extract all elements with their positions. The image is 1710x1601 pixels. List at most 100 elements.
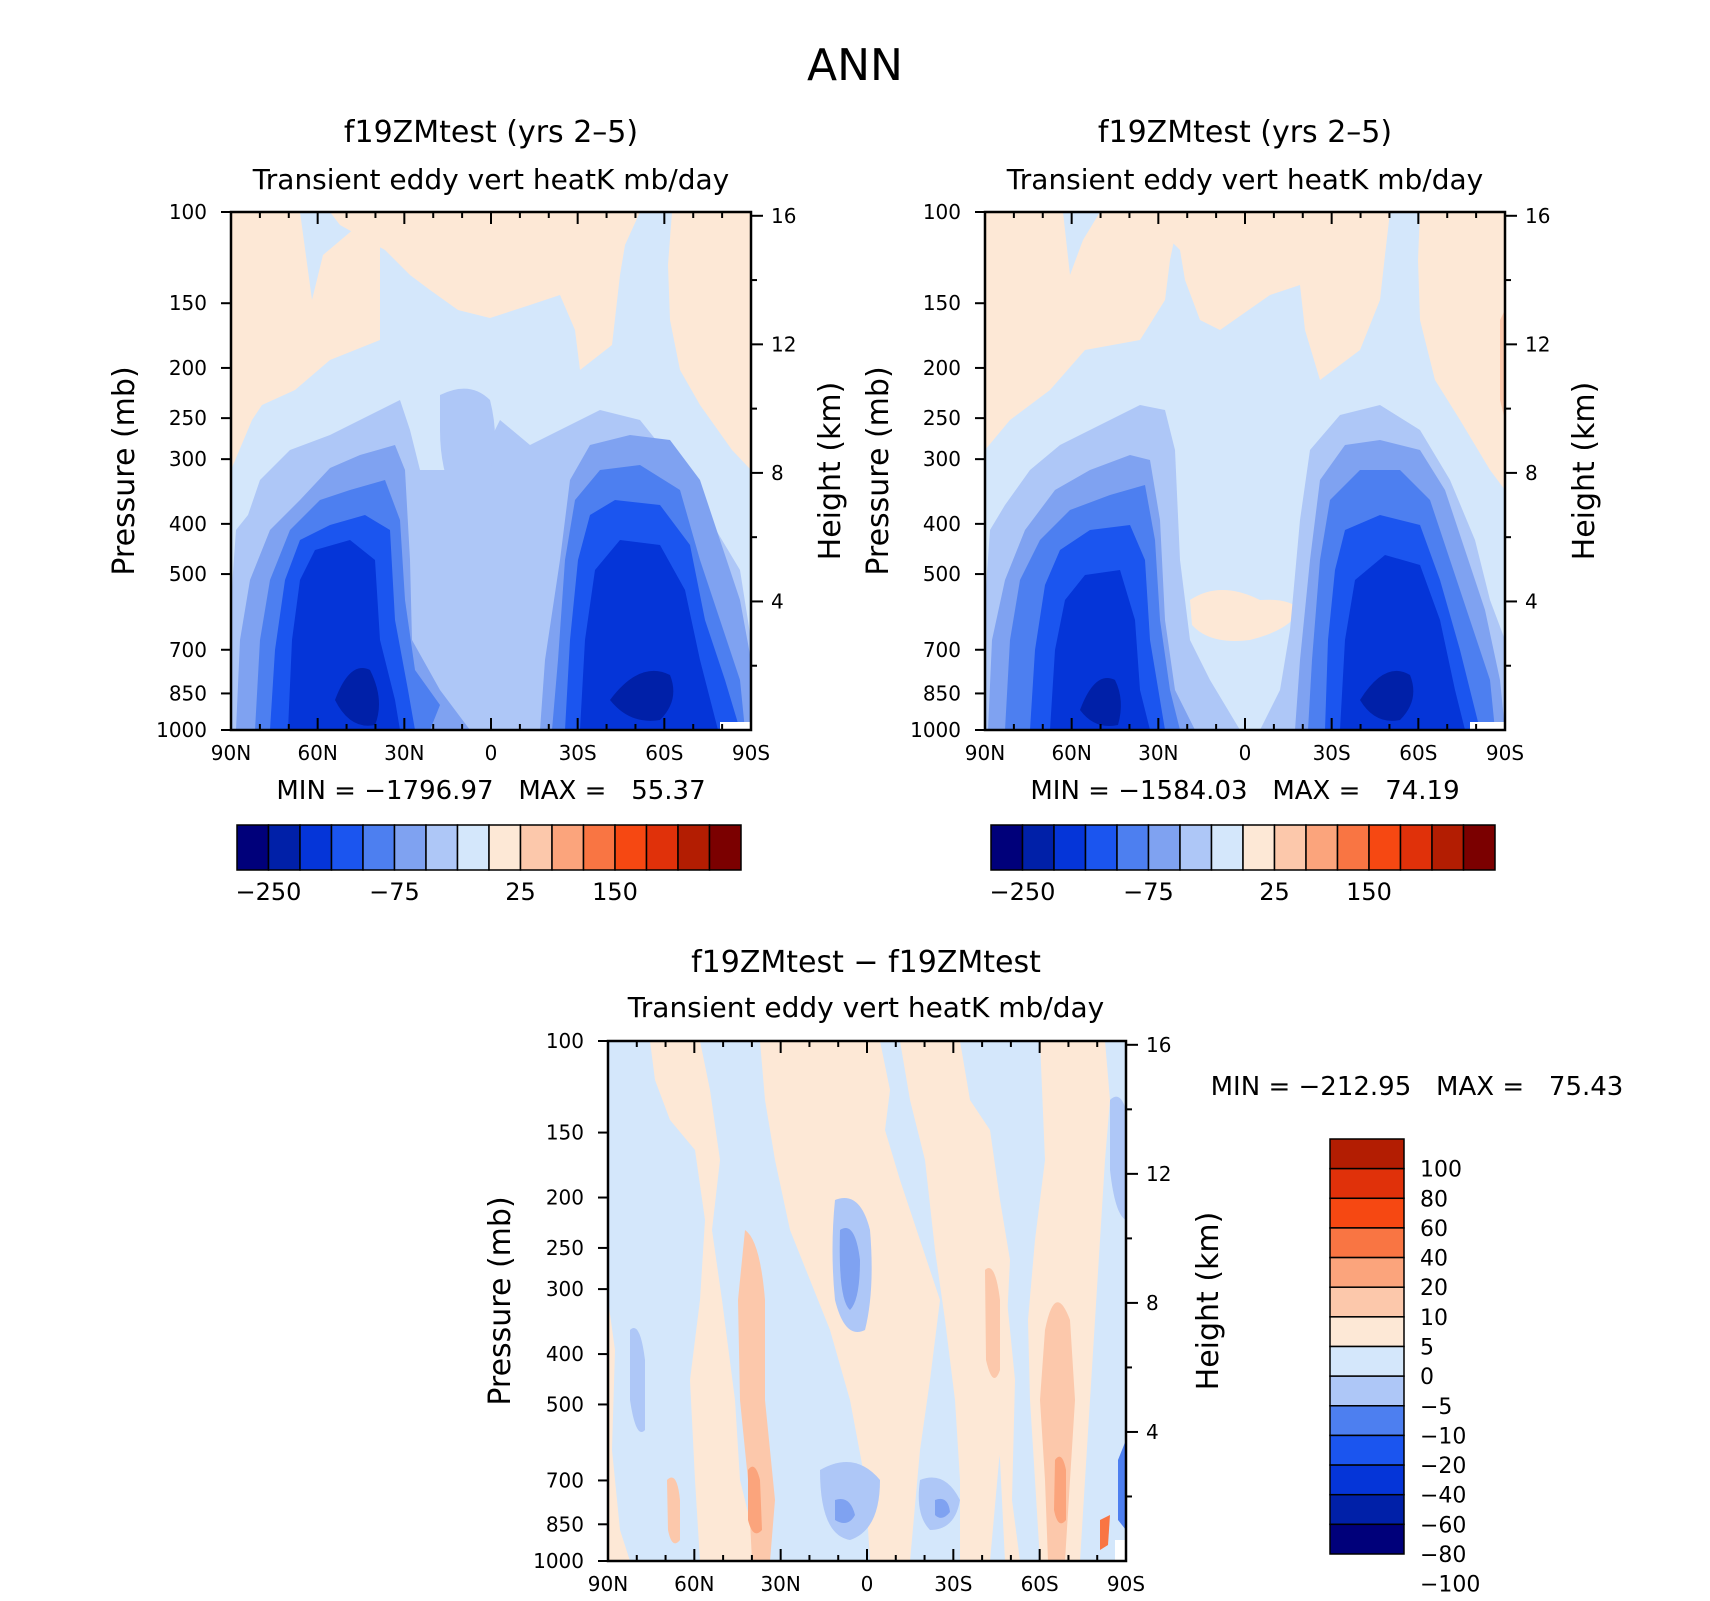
- colorbar-label: 25: [1259, 878, 1290, 906]
- colorbar-box: [456, 824, 490, 871]
- x-tick-label: 0: [861, 1572, 874, 1596]
- bottom-strip: [720, 722, 751, 730]
- y-tick-label: 1000: [533, 1549, 584, 1573]
- y2-tick-label: 8: [1525, 461, 1538, 485]
- panel-1-subtitle: Transient eddy vert heatK mb/day: [252, 163, 729, 196]
- y-tick-label: 850: [169, 681, 207, 705]
- colorbar-box: [362, 824, 396, 871]
- positive-region-upper-left: [985, 212, 1180, 450]
- cool-region-d: [1110, 1096, 1126, 1220]
- y-tick-label: 250: [169, 406, 207, 430]
- cool-core-c: [935, 1498, 950, 1518]
- y-tick-label: 700: [169, 638, 207, 662]
- colorbar-box: [425, 824, 459, 871]
- panel-2-y2label: Height (km): [1567, 382, 1602, 561]
- colorbar-box: [614, 824, 648, 871]
- y-tick-label: 850: [923, 681, 961, 705]
- x-tick-label: 90N: [588, 1572, 628, 1596]
- bottom-strip: [1115, 1540, 1126, 1561]
- panel-1-title: f19ZMtest (yrs 2–5): [344, 115, 638, 150]
- panel-2: f19ZMtest (yrs 2–5) Transient eddy vert …: [861, 115, 1602, 906]
- band-0020a8-left: [335, 668, 379, 726]
- panel-1-ylabel: Pressure (mb): [107, 366, 142, 575]
- x-tick-label: 60N: [1051, 741, 1091, 765]
- colorbar-box: [1210, 824, 1244, 871]
- colorbar-box: [990, 824, 1024, 871]
- colorbar-box: [1329, 1286, 1405, 1318]
- y-tick-label: 400: [169, 512, 207, 536]
- y2-tick-label: 4: [771, 589, 784, 613]
- colorbar-box: [1336, 824, 1370, 871]
- x-tick-label: 90S: [1486, 741, 1524, 765]
- colorbar-box: [299, 824, 333, 871]
- cool-core-d: [1118, 1440, 1126, 1530]
- band-aec7f7-mid: [440, 388, 495, 500]
- positive-strip-left: [608, 1300, 630, 1561]
- colorbar-box: [1329, 1493, 1405, 1526]
- x-tick-label: 90S: [1107, 1572, 1145, 1596]
- y2-tick-label: 8: [1146, 1291, 1159, 1315]
- positive-region-a: [650, 1041, 760, 1561]
- panel-1-y2label: Height (km): [813, 382, 848, 561]
- colorbar-label: −250: [990, 878, 1056, 906]
- colorbar-label: −80: [1420, 1543, 1466, 1568]
- panel-3: f19ZMtest − f19ZMtest Transient eddy ver…: [483, 945, 1623, 1598]
- y2-tick-label: 12: [771, 332, 796, 356]
- colorbar-label: −10: [1420, 1424, 1466, 1449]
- positive-blob-a: [1190, 590, 1300, 641]
- warm-streak-b: [1040, 1302, 1075, 1561]
- colorbar-box: [1273, 824, 1307, 871]
- positive-region-upper-left: [231, 212, 380, 470]
- panel-2-contours: [985, 212, 1505, 730]
- colorbar-label: −5: [1420, 1395, 1452, 1420]
- positive-region-upper-middle: [1100, 212, 1390, 380]
- colorbar-label: 10: [1420, 1306, 1448, 1331]
- warm-core-b: [1054, 1456, 1066, 1524]
- colorbar-label: 150: [1346, 878, 1392, 906]
- y-tick-label: 850: [546, 1512, 584, 1536]
- colorbar-label: 20: [1420, 1276, 1448, 1301]
- colorbar-box: [1329, 1464, 1405, 1496]
- warm-core-a: [748, 1466, 762, 1534]
- colorbar-box: [1179, 824, 1213, 871]
- x-tick-label: 0: [485, 741, 498, 765]
- y2-tick-label: 16: [1146, 1033, 1171, 1057]
- colorbar-label: −60: [1420, 1513, 1466, 1538]
- band-0020a8-right: [610, 670, 674, 721]
- colorbar-box: [1329, 1167, 1405, 1200]
- colorbar-box: [1329, 1138, 1405, 1170]
- y-tick-label: 500: [546, 1392, 584, 1416]
- colorbar-label: −20: [1420, 1454, 1466, 1479]
- colorbar-box: [1329, 1197, 1405, 1229]
- colorbar-label: 60: [1420, 1217, 1448, 1242]
- y2-tick-label: 16: [1525, 204, 1550, 228]
- x-tick-label: 30N: [384, 741, 424, 765]
- colorbar-label: 80: [1420, 1187, 1448, 1212]
- y-tick-label: 500: [169, 562, 207, 586]
- colorbar-box: [1368, 824, 1402, 871]
- colorbar-box: [1329, 1256, 1405, 1288]
- y2-tick-label: 12: [1525, 332, 1550, 356]
- colorbar-label: 100: [1420, 1158, 1462, 1183]
- warm-streak-a: [738, 1230, 775, 1561]
- colorbar-label: 0: [1420, 1365, 1434, 1390]
- colorbar-box: [1329, 1434, 1405, 1466]
- colorbar-label: 25: [505, 878, 536, 906]
- colorbar-label: −100: [1420, 1573, 1480, 1598]
- positive-region-upper-right: [1418, 212, 1505, 490]
- x-tick-label: 30N: [1138, 741, 1178, 765]
- colorbar-label: 40: [1420, 1247, 1448, 1272]
- panel-3-title: f19ZMtest − f19ZMtest: [691, 945, 1041, 980]
- band-0020a8-left: [1080, 678, 1121, 726]
- colorbar-label: −75: [369, 878, 420, 906]
- colorbar-box: [1305, 824, 1339, 871]
- colorbar-box: [1053, 824, 1087, 871]
- y-tick-label: 500: [923, 562, 961, 586]
- colorbar-label: −250: [236, 878, 302, 906]
- panel-2-title: f19ZMtest (yrs 2–5): [1098, 115, 1392, 150]
- y-tick-label: 300: [169, 447, 207, 471]
- colorbar-box: [1431, 824, 1465, 871]
- colorbar-box: [708, 824, 742, 871]
- y-tick-label: 250: [923, 406, 961, 430]
- panel-1-colorbar: −250 −75 25 150: [236, 824, 742, 906]
